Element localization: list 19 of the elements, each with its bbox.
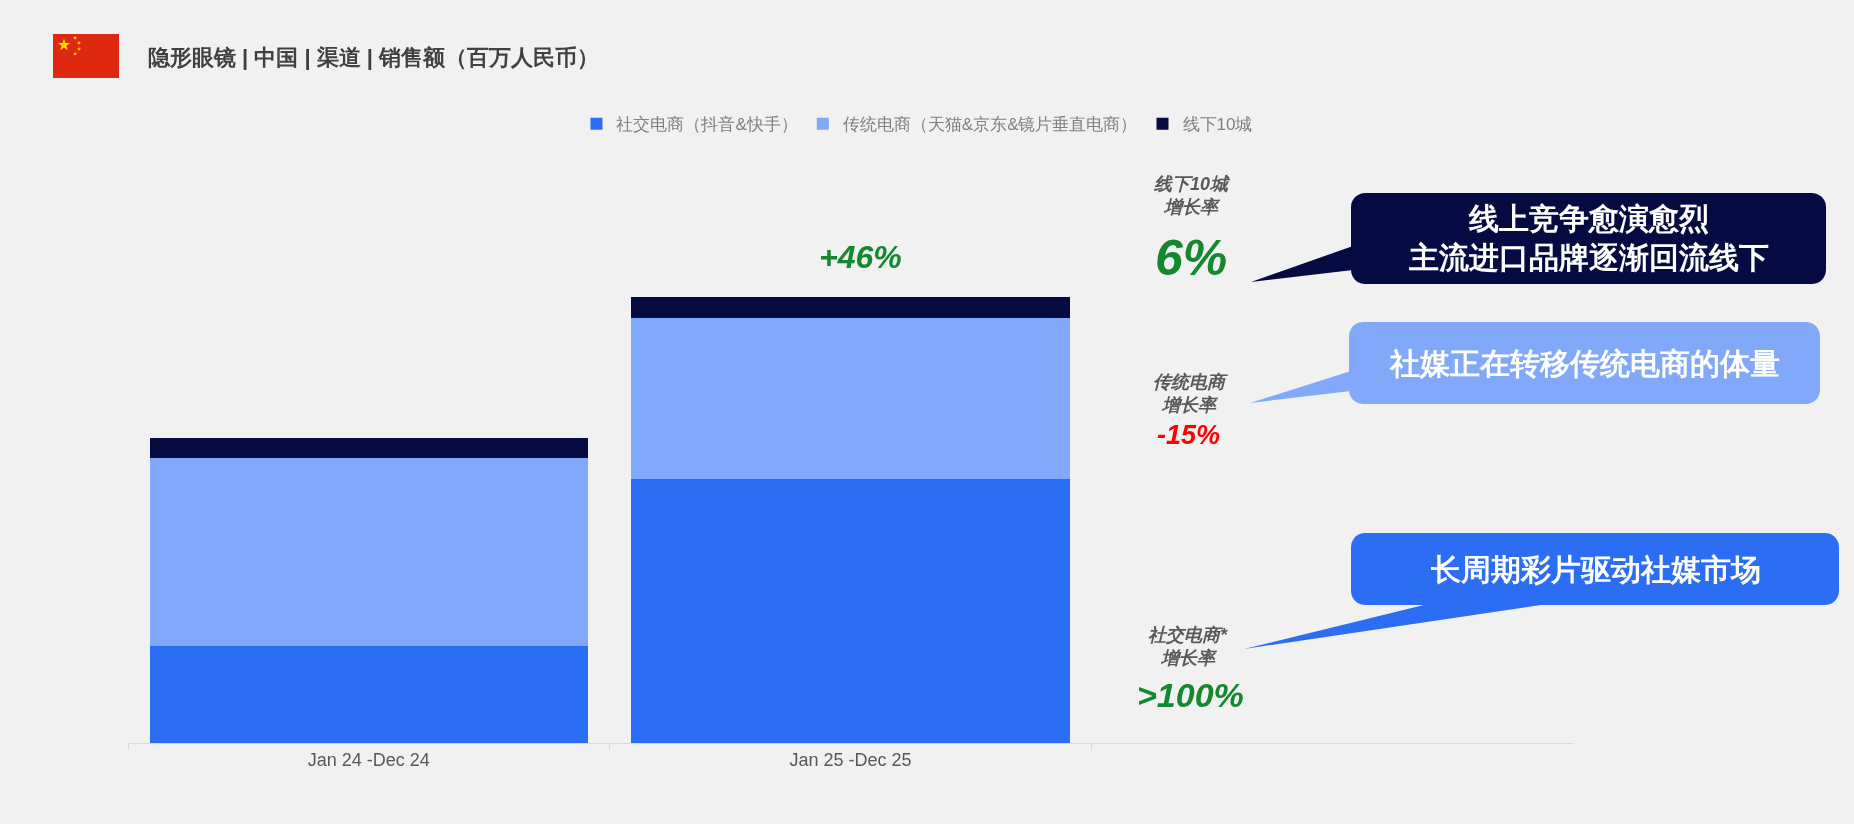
text: 6% [1155, 230, 1228, 286]
bar [631, 297, 1070, 319]
chart-title: 隐形眼镜 | 中国 | 渠道 | 销售额（百万人民币） [148, 44, 600, 70]
legend-label: 线下10城 [1182, 115, 1253, 135]
annotation: -15% [1157, 420, 1221, 450]
legend-label: 传统电商（天猫&京东&镜片垂直电商） [842, 115, 1138, 135]
bar [631, 478, 1070, 743]
bar [631, 318, 1070, 479]
bar [149, 646, 588, 743]
x-tick-label: Jan 24 -Dec 24 [307, 749, 430, 770]
text: +46% [819, 239, 902, 275]
annotation: >100% [1137, 676, 1244, 714]
bar [149, 437, 588, 459]
text: 线下10城增长率 [1153, 174, 1232, 218]
annotation: 社交电商*增长率 [1148, 625, 1228, 669]
x-tick-label: Jan 25 -Dec 25 [789, 749, 912, 770]
bar [149, 458, 588, 647]
legend-label: 社交电商（抖音&快手） [616, 115, 798, 135]
annotation: 传统电商增长率 [1153, 372, 1229, 416]
